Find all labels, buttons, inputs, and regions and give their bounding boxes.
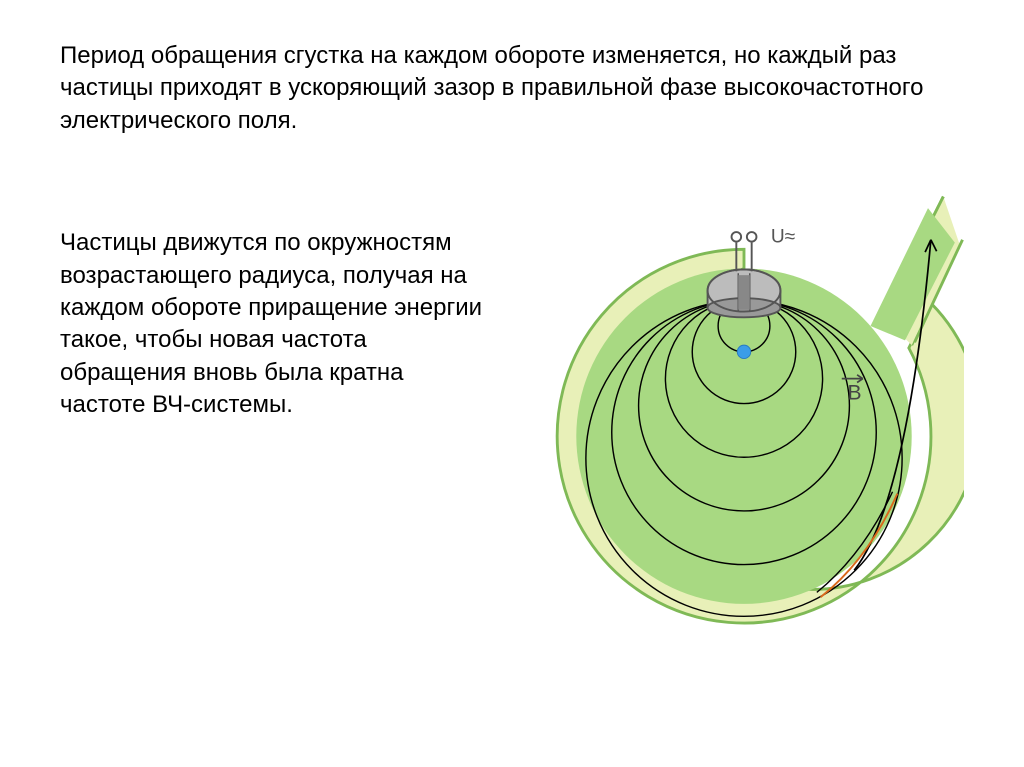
inner-field-region: [576, 269, 911, 604]
left-paragraph: Частицы движутся по окружностям возраста…: [60, 227, 494, 421]
svg-text:B: B: [848, 382, 862, 405]
diagram-svg: U≈ B: [524, 187, 964, 647]
voltage-label: U≈: [771, 227, 795, 248]
particle: [737, 345, 750, 358]
accelerating-cavity: [708, 270, 781, 318]
microtron-diagram: U≈ B: [524, 187, 964, 647]
content-row: Частицы движутся по окружностям возраста…: [60, 187, 964, 647]
top-paragraph: Период обращения сгустка на каждом оборо…: [60, 40, 960, 137]
